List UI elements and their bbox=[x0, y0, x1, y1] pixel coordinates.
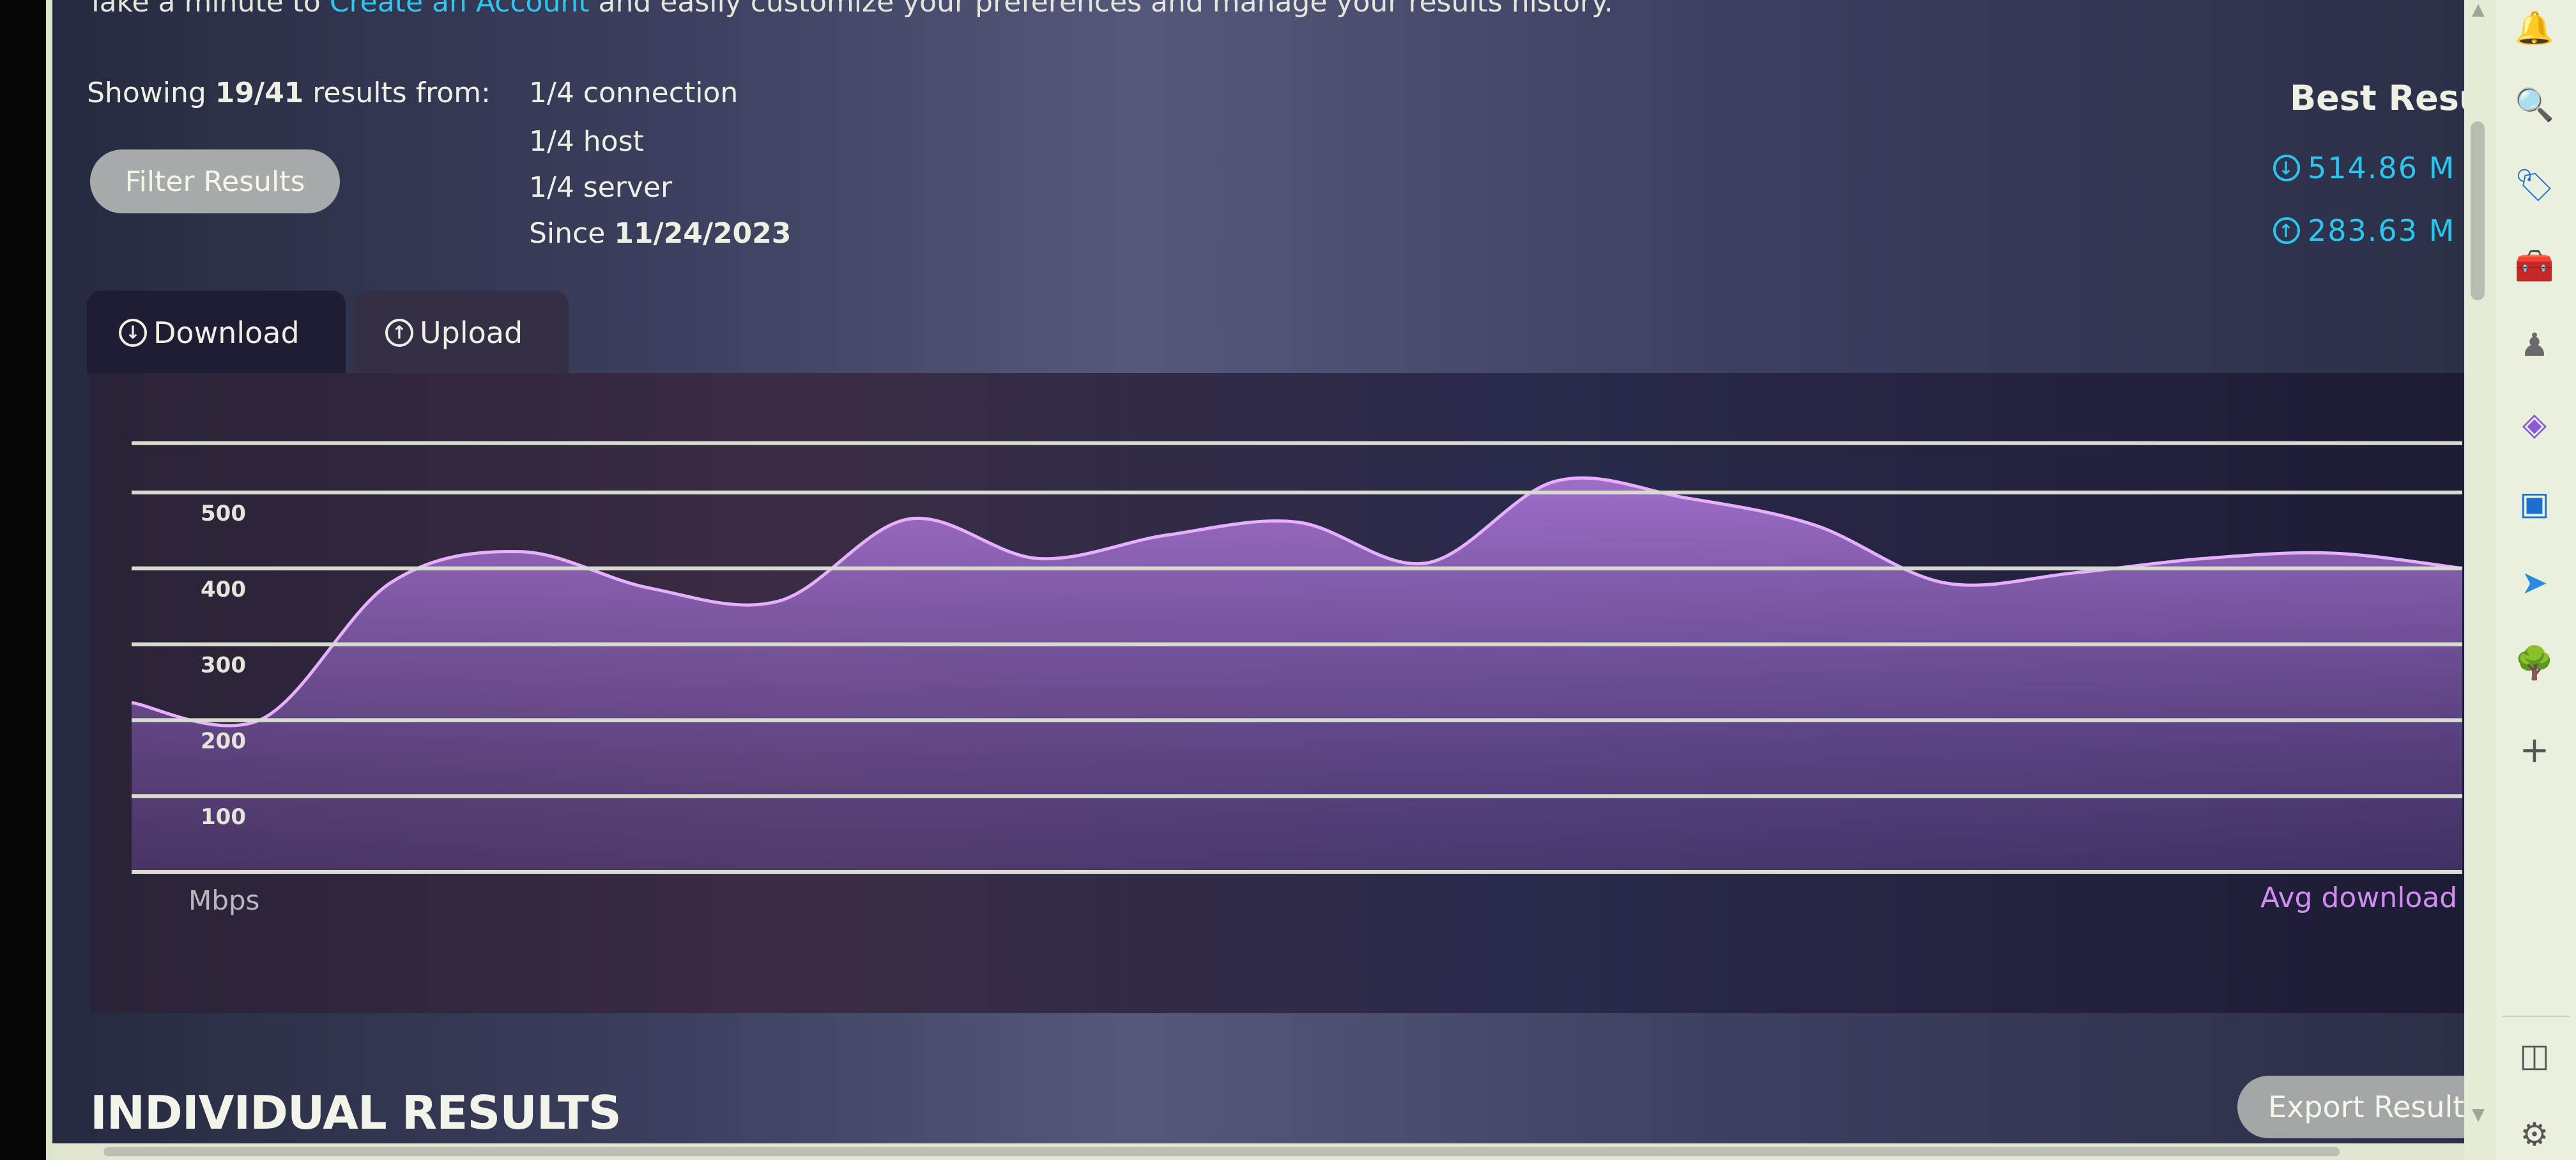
y-tick-label: 400 bbox=[201, 577, 246, 602]
arrow-up-circle-icon: ↑ bbox=[2273, 217, 2300, 244]
filter-results-button[interactable]: Filter Results bbox=[90, 149, 340, 213]
copilot-icon[interactable]: ◈ bbox=[2522, 406, 2547, 443]
legend-avg-download[interactable]: Avg download bbox=[2260, 881, 2458, 914]
results-summary: Showing 19/41 results from: bbox=[87, 77, 491, 109]
facet-server: 1/4 server bbox=[529, 171, 673, 204]
y-tick-label: 100 bbox=[201, 804, 246, 830]
y-tick-label: 300 bbox=[201, 653, 246, 678]
series-line bbox=[131, 476, 2463, 728]
tab-download[interactable]: ↓ Download bbox=[87, 291, 346, 374]
best-download: ↓ 514.86 M bbox=[2273, 151, 2455, 185]
results-page: Take a minute to Create an Account and e… bbox=[52, 0, 2464, 1160]
browser-sidebar: 🔔 🔍 🏷 🧰 ♟ ◈ ▣ ➤ 🌳 + ◫ ⚙ bbox=[2496, 0, 2576, 1160]
download-chart: 100 200 300 400 500 bbox=[131, 441, 2463, 874]
arrow-down-circle-icon: ↓ bbox=[2273, 155, 2300, 181]
chess-icon[interactable]: ♟ bbox=[2520, 326, 2549, 363]
export-results-button[interactable]: Export Result bbox=[2237, 1076, 2464, 1138]
screen-bezel bbox=[0, 0, 46, 1160]
plus-icon[interactable]: + bbox=[2519, 729, 2550, 771]
scrollbar-thumb[interactable] bbox=[103, 1147, 2340, 1156]
facet-connection: 1/4 connection bbox=[529, 77, 739, 109]
toolbox-icon[interactable]: 🧰 bbox=[2514, 247, 2555, 284]
y-tick-label: 200 bbox=[201, 728, 246, 754]
tag-icon[interactable]: 🏷 bbox=[2514, 166, 2555, 204]
account-prompt: Take a minute to Create an Account and e… bbox=[87, 0, 1613, 19]
sidebar-divider bbox=[2503, 1016, 2570, 1017]
section-title: INDIVIDUAL RESULTS bbox=[90, 1086, 622, 1140]
y-axis-label: Mbps bbox=[188, 885, 260, 916]
tab-upload[interactable]: ↑ Upload bbox=[353, 291, 569, 374]
sidebar-toggle-icon[interactable]: ◫ bbox=[2519, 1037, 2550, 1074]
bell-icon[interactable]: 🔔 bbox=[2514, 9, 2555, 47]
horizontal-scrollbar[interactable] bbox=[52, 1143, 2464, 1160]
tree-icon[interactable]: 🌳 bbox=[2514, 644, 2555, 682]
create-account-link[interactable]: Create an Account bbox=[329, 0, 590, 19]
scrollbar-thumb[interactable] bbox=[2471, 121, 2485, 300]
arrow-up-circle-icon: ↑ bbox=[385, 318, 413, 347]
arrow-down-circle-icon: ↓ bbox=[119, 318, 147, 347]
best-results-title: Best Resu bbox=[2290, 78, 2464, 118]
facet-since: Since 11/24/2023 bbox=[529, 217, 792, 250]
results-count: 19/41 bbox=[215, 77, 304, 109]
settings-icon[interactable]: ⚙ bbox=[2520, 1116, 2549, 1153]
best-upload: ↑ 283.63 M bbox=[2273, 213, 2455, 248]
scroll-down-icon[interactable]: ▼ bbox=[2472, 1105, 2485, 1124]
window-edge bbox=[46, 0, 52, 1160]
y-tick-label: 500 bbox=[201, 501, 246, 526]
facet-host: 1/4 host bbox=[529, 125, 644, 158]
vertical-scrollbar[interactable]: ▲ ▼ bbox=[2464, 0, 2496, 1160]
send-icon[interactable]: ➤ bbox=[2521, 564, 2548, 601]
outlook-icon[interactable]: ▣ bbox=[2519, 485, 2550, 522]
series-area bbox=[132, 478, 2462, 872]
scroll-up-icon[interactable]: ▲ bbox=[2472, 0, 2485, 19]
search-icon[interactable]: 🔍 bbox=[2514, 86, 2555, 123]
